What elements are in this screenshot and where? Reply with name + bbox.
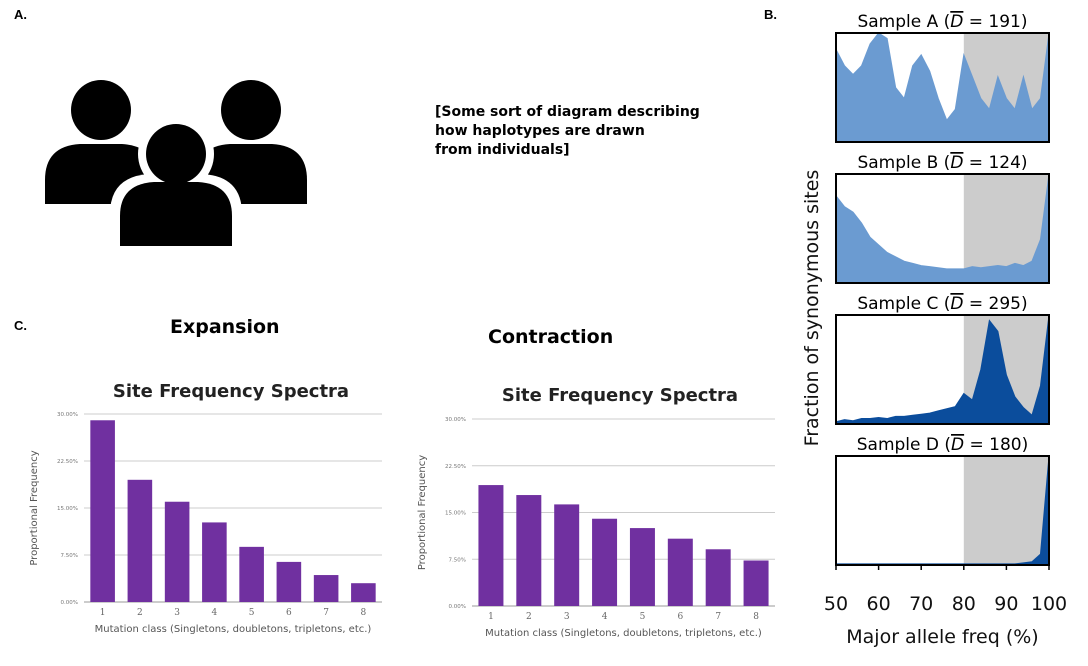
expansion-xtick-label: 8 xyxy=(361,608,367,618)
expansion-ytick-label: 7.50% xyxy=(61,553,78,559)
hist-panel-a-title-dbar: D xyxy=(950,12,963,32)
hist-x-axis-label: Major allele freq (%) xyxy=(846,626,1038,648)
hist-xtick-label: 100 xyxy=(1031,593,1067,615)
hist-panel-b-title-value: = 124) xyxy=(963,153,1027,173)
expansion-xtick-label: 4 xyxy=(212,608,218,618)
contraction-xtick-label: 2 xyxy=(526,612,532,622)
hist-xtick-label: 90 xyxy=(994,593,1018,615)
contraction-y-axis-label: Proportional Frequency xyxy=(417,455,428,570)
hist-panel-b-title-prefix: Sample B ( xyxy=(857,153,950,173)
hist-xtick-label: 80 xyxy=(952,593,976,615)
expansion-bar-8 xyxy=(351,583,376,602)
expansion-ytick-label: 0.00% xyxy=(61,600,78,606)
contraction-ytick-label: 15.00% xyxy=(445,511,466,517)
contraction-bar-8 xyxy=(743,560,769,606)
contraction-ytick-label: 0.00% xyxy=(449,604,466,610)
hist-panel-d-title: Sample D (D = 180) xyxy=(857,435,1029,455)
expansion-y-axis-label: Proportional Frequency xyxy=(29,450,40,565)
hist-panel-a-histogram-area xyxy=(835,32,1050,143)
hist-panel-a-frame xyxy=(835,32,1050,143)
expansion-bar-7 xyxy=(313,575,339,602)
hist-xtick-label: 60 xyxy=(867,593,891,615)
hist-panel-a-title-value: = 191) xyxy=(963,12,1027,32)
contraction-bar-5 xyxy=(629,528,655,606)
contraction-bar-3 xyxy=(554,504,580,606)
contraction-ytick-label: 30.00% xyxy=(445,417,466,423)
expansion-bar-5 xyxy=(239,546,264,602)
contraction-bar-7 xyxy=(705,549,731,606)
hist-xtick-label: 70 xyxy=(909,593,933,615)
hist-panel-a-title: Sample A (D = 191) xyxy=(857,12,1027,32)
hist-panel-c-histogram-area xyxy=(835,314,1050,425)
panel-label-b: B. xyxy=(764,7,777,22)
contraction-title: Contraction xyxy=(488,326,614,348)
expansion-bar-2 xyxy=(127,479,153,602)
panel-label-c: C. xyxy=(14,318,27,333)
hist-panel-b-frame xyxy=(835,173,1050,284)
expansion-ytick-label: 22.50% xyxy=(57,459,78,465)
expansion-xtick-label: 2 xyxy=(137,608,143,618)
expansion-xtick-label: 1 xyxy=(100,608,106,618)
contraction-xtick-label: 7 xyxy=(715,612,721,622)
expansion-bar-4 xyxy=(202,522,227,602)
expansion-title: Expansion xyxy=(170,316,280,338)
contraction-bar-4 xyxy=(592,518,618,606)
hist-y-axis-label: Fraction of synonymous sites xyxy=(801,170,823,447)
contraction-xtick-label: 6 xyxy=(677,612,683,622)
expansion-xtick-label: 7 xyxy=(323,608,329,618)
contraction-ytick-label: 22.50% xyxy=(445,464,466,470)
contraction-xtick-label: 1 xyxy=(488,612,494,622)
hist-panel-d-shaded-region xyxy=(963,456,1049,565)
expansion-x-axis-label: Mutation class (Singletons, doubletons, … xyxy=(95,624,372,635)
hist-panel-c-title: Sample C (D = 295) xyxy=(857,294,1027,314)
expansion-bar-1 xyxy=(90,420,115,602)
expansion-xtick-label: 5 xyxy=(249,608,255,618)
contraction-chart-title: Site Frequency Spectra xyxy=(502,385,738,406)
hist-panel-d-title-prefix: Sample D ( xyxy=(857,435,951,455)
hist-xtick-label: 50 xyxy=(824,593,848,615)
contraction-x-axis-label: Mutation class (Singletons, doubletons, … xyxy=(485,628,762,639)
hist-panel-c-frame xyxy=(835,314,1050,425)
contraction-bar-1 xyxy=(478,485,504,606)
note-line-2: how haplotypes are drawn xyxy=(435,123,645,139)
hist-panel-b-histogram-area xyxy=(835,173,1050,284)
hist-panel-c-title-prefix: Sample C ( xyxy=(857,294,950,314)
expansion-chart-title: Site Frequency Spectra xyxy=(113,381,349,402)
contraction-xtick-label: 4 xyxy=(602,612,608,622)
contraction-xtick-label: 8 xyxy=(753,612,759,622)
note-line-3: from individuals] xyxy=(435,142,570,158)
expansion-bar-6 xyxy=(276,561,302,602)
note-line-1: [Some sort of diagram describing xyxy=(435,104,700,120)
contraction-ytick-label: 7.50% xyxy=(449,557,466,563)
hist-panel-a-title-prefix: Sample A ( xyxy=(857,12,950,32)
hist-panel-d-histogram-area xyxy=(835,455,1050,566)
expansion-xtick-label: 6 xyxy=(286,608,292,618)
hist-panel-b-title: Sample B (D = 124) xyxy=(857,153,1027,173)
hist-panel-b-title-dbar: D xyxy=(950,153,963,173)
hist-panel-d-title-dbar: D xyxy=(951,435,964,455)
diagram-placeholder-note: [Some sort of diagram describing how hap… xyxy=(435,103,700,160)
expansion-ytick-label: 15.00% xyxy=(57,506,78,512)
hist-panel-d-frame xyxy=(835,455,1050,566)
hist-panel-d-title-value: = 180) xyxy=(964,435,1028,455)
people-group-icon xyxy=(40,78,312,250)
contraction-xtick-label: 5 xyxy=(640,612,646,622)
expansion-xtick-label: 3 xyxy=(174,608,180,618)
expansion-ytick-label: 30.00% xyxy=(57,412,78,418)
contraction-bar-6 xyxy=(667,538,693,606)
hist-panel-c-title-dbar: D xyxy=(950,294,963,314)
contraction-bar-2 xyxy=(516,495,542,606)
panel-label-a: A. xyxy=(14,7,27,22)
expansion-bar-3 xyxy=(164,501,190,602)
contraction-xtick-label: 3 xyxy=(564,612,570,622)
hist-panel-c-title-value: = 295) xyxy=(964,294,1028,314)
